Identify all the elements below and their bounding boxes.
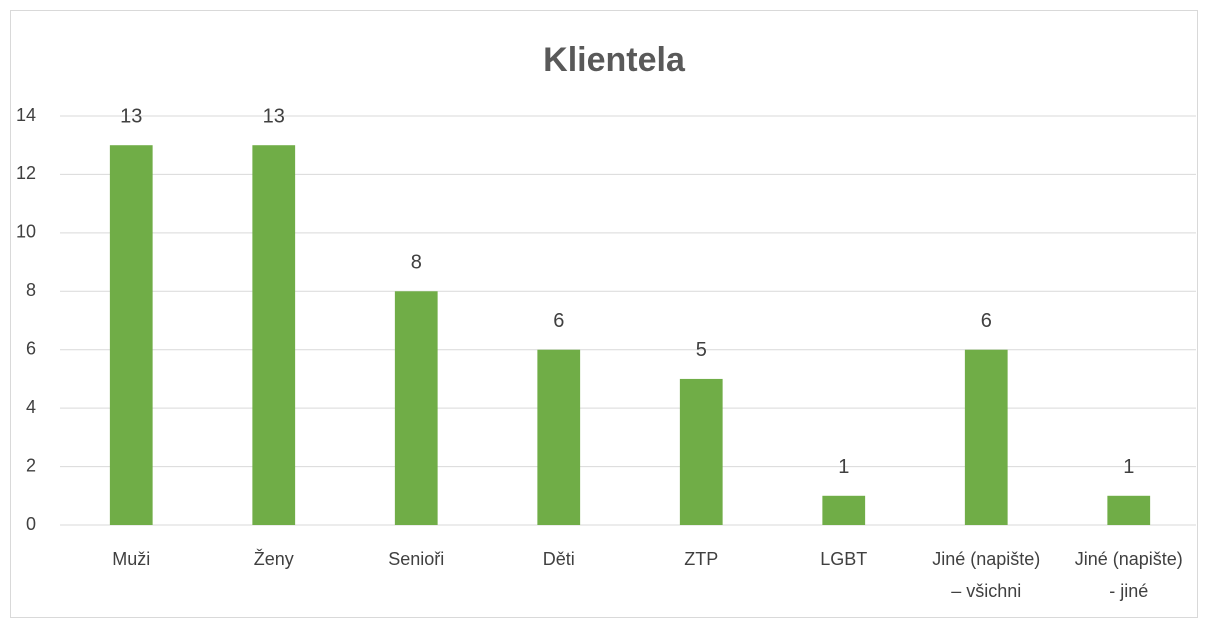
bar xyxy=(109,145,153,525)
data-label: 6 xyxy=(981,310,992,332)
y-tick-label: 8 xyxy=(26,280,36,300)
bar xyxy=(537,349,581,525)
x-tick-label: Jiné (napište) - jiné xyxy=(1075,549,1183,601)
y-tick-label: 10 xyxy=(16,222,36,242)
bar xyxy=(964,349,1008,525)
x-tick-label: ZTP xyxy=(684,549,718,569)
data-label: 13 xyxy=(120,105,142,127)
data-label: 5 xyxy=(696,339,707,361)
data-label: 8 xyxy=(411,252,422,274)
x-tick-label: Jiné (napište) – všichni xyxy=(932,549,1040,601)
bar xyxy=(1107,495,1151,525)
x-tick-label: Ženy xyxy=(254,549,294,569)
y-tick-label: 6 xyxy=(26,338,36,358)
data-label: 1 xyxy=(838,456,849,478)
y-tick-label: 14 xyxy=(16,105,36,125)
data-label: 13 xyxy=(263,105,285,127)
bar xyxy=(252,145,296,525)
x-tick-label: LGBT xyxy=(820,549,867,569)
bar xyxy=(679,378,723,525)
y-tick-label: 12 xyxy=(16,163,36,183)
data-label: 1 xyxy=(1123,456,1134,478)
chart-frame xyxy=(10,10,1198,618)
y-tick-label: 2 xyxy=(26,455,36,475)
bar xyxy=(822,495,866,525)
y-tick-label: 0 xyxy=(26,514,36,534)
x-tick-label: Děti xyxy=(543,549,575,569)
bar xyxy=(394,291,438,525)
y-tick-label: 4 xyxy=(26,397,36,417)
x-tick-label: Muži xyxy=(112,549,150,569)
chart-title: Klientela xyxy=(543,41,686,79)
x-tick-label: Senioři xyxy=(388,549,444,569)
data-label: 6 xyxy=(553,310,564,332)
